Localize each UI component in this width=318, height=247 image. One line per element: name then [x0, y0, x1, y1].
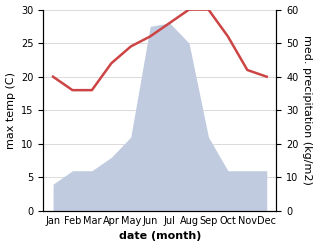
X-axis label: date (month): date (month)	[119, 231, 201, 242]
Y-axis label: med. precipitation (kg/m2): med. precipitation (kg/m2)	[302, 35, 313, 185]
Y-axis label: max temp (C): max temp (C)	[5, 72, 16, 149]
